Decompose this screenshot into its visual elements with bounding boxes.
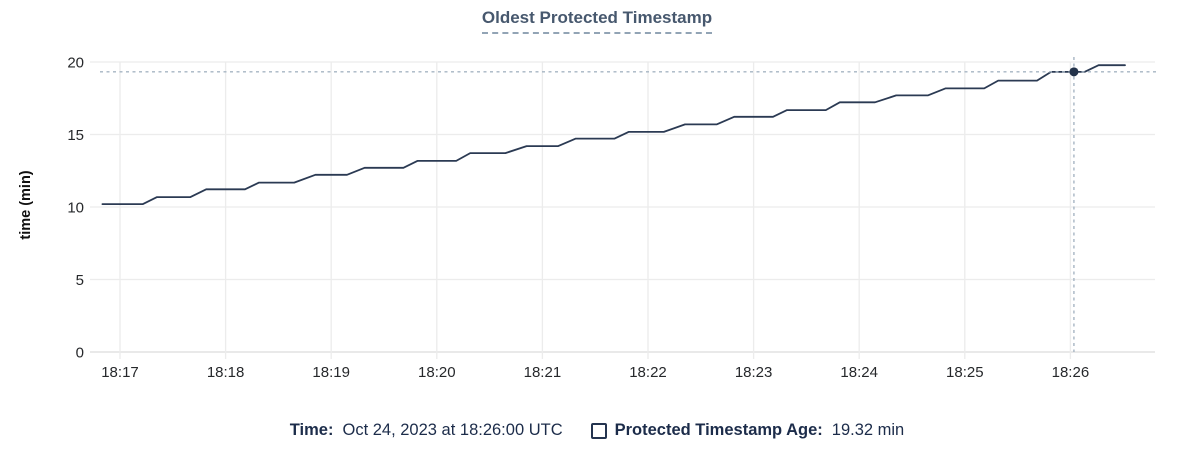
legend-item-protected-timestamp-age[interactable]: Protected Timestamp Age: 19.32 min xyxy=(590,421,905,440)
y-axis-label: time (min) xyxy=(18,170,34,239)
y-tick-label: 10 xyxy=(67,199,84,216)
legend-checkbox[interactable] xyxy=(590,422,607,439)
time-label: Time: xyxy=(289,421,334,439)
chart-title[interactable]: Oldest Protected Timestamp xyxy=(481,8,713,34)
x-tick-label: 18:23 xyxy=(735,364,773,381)
series-value: 19.32 min xyxy=(831,421,905,439)
y-tick-label: 15 xyxy=(67,127,84,144)
y-tick-label: 20 xyxy=(67,54,84,71)
x-tick-label: 18:18 xyxy=(207,364,245,381)
series-label: Protected Timestamp Age: xyxy=(614,421,823,439)
chart-plot[interactable]: 0 5 10 15 20 18:17 18:18 18:19 18:20 18:21 18:22 18… xyxy=(0,0,1194,402)
x-tick-label: 18:19 xyxy=(312,364,350,381)
chart-legend: Time: Oct 24, 2023 at 18:26:00 UTC Prote… xyxy=(0,421,1194,440)
y-tick-label: 5 xyxy=(76,272,84,289)
series-line xyxy=(101,64,1126,206)
x-tick-label: 18:24 xyxy=(840,364,878,381)
x-tick-label: 18:17 xyxy=(101,364,139,381)
x-tick-label: 18:25 xyxy=(946,364,984,381)
crosshair-time-readout: Time: Oct 24, 2023 at 18:26:00 UTC xyxy=(290,421,563,440)
hover-point xyxy=(1069,67,1079,77)
x-tick-label: 18:22 xyxy=(629,364,667,381)
y-tick-label: 0 xyxy=(76,344,84,361)
x-tick-label: 18:26 xyxy=(1052,364,1090,381)
x-tick-label: 18:21 xyxy=(524,364,562,381)
x-tick-label: 18:20 xyxy=(418,364,456,381)
chart-header: Oldest Protected Timestamp xyxy=(0,8,1194,34)
time-value: Oct 24, 2023 at 18:26:00 UTC xyxy=(342,421,563,439)
